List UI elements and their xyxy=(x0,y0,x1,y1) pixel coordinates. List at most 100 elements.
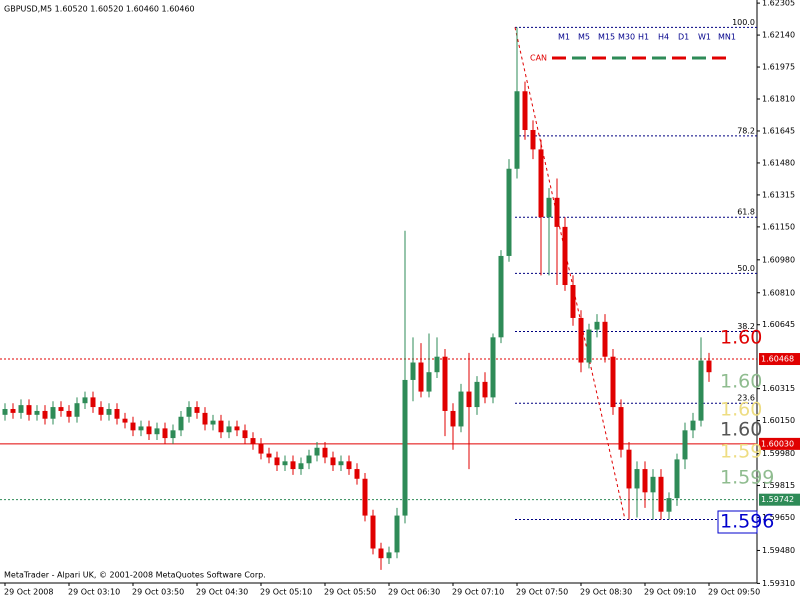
candle-body xyxy=(282,461,288,466)
candle-body xyxy=(618,407,624,450)
candle-body xyxy=(370,515,376,549)
y-tick-label: 1.59815 xyxy=(762,481,795,490)
candle-body xyxy=(442,356,448,411)
candle-body xyxy=(66,410,72,417)
timeframe-label: M15 xyxy=(598,33,615,42)
candle-body xyxy=(2,409,8,415)
candle-body xyxy=(74,403,80,417)
candle-body xyxy=(194,407,200,413)
candle-body xyxy=(402,379,408,516)
candle-body xyxy=(250,438,256,444)
candle-body xyxy=(82,397,88,404)
candle-body xyxy=(434,356,440,373)
level-label: 1.596 xyxy=(720,511,774,533)
candle-body xyxy=(362,478,368,516)
timeframe-label: D1 xyxy=(678,33,689,42)
candle-body xyxy=(530,130,536,150)
candle-body xyxy=(538,149,544,218)
candle-body xyxy=(514,91,520,169)
candle-body xyxy=(626,449,632,489)
candle-body xyxy=(498,255,504,338)
candle-body xyxy=(234,426,240,431)
candle-body xyxy=(338,461,344,466)
y-tick-label: 1.60980 xyxy=(762,255,795,264)
y-tick-label: 1.62140 xyxy=(762,31,795,40)
candle-body xyxy=(50,407,56,419)
y-tick-label: 1.61150 xyxy=(762,222,795,231)
y-tick-label: 1.60645 xyxy=(762,320,795,329)
candle-body xyxy=(90,397,96,408)
chart-header: GBPUSD,M5 1.60520 1.60520 1.60460 1.6046… xyxy=(4,5,195,14)
candle-body xyxy=(210,420,216,425)
price-tag xyxy=(759,437,800,450)
candle-body xyxy=(130,422,136,431)
y-tick-label: 1.61315 xyxy=(762,190,795,199)
candle-body xyxy=(394,515,400,553)
y-tick-label: 1.60810 xyxy=(762,288,795,297)
x-tick-label: 29 Oct 05:10 xyxy=(260,588,312,597)
candle-body xyxy=(274,457,280,466)
candle-body xyxy=(450,410,456,427)
timeframe-label: MN1 xyxy=(718,33,736,42)
candle-body xyxy=(58,407,64,411)
candle-body xyxy=(34,410,40,415)
x-tick-label: 29 Oct 04:30 xyxy=(196,588,248,597)
candle-body xyxy=(666,498,672,512)
candle-body xyxy=(18,405,24,413)
candle-body xyxy=(594,321,600,330)
footer: MetaTrader - Alpari UK, © 2001-2008 Meta… xyxy=(4,571,266,580)
candle-body xyxy=(178,416,184,431)
level-label: 1.60 xyxy=(720,399,762,421)
x-tick-label: 29 Oct 06:30 xyxy=(388,588,440,597)
candle-body xyxy=(562,226,568,286)
x-tick-label: 29 Oct 07:10 xyxy=(452,588,504,597)
candle-body xyxy=(42,410,48,419)
signal-label: CAN xyxy=(530,54,547,63)
candle-body xyxy=(578,317,584,363)
level-label: 1.59 xyxy=(720,441,762,463)
fib-label: 23.6 xyxy=(737,394,755,403)
y-tick-label: 1.61480 xyxy=(762,158,795,167)
candle-body xyxy=(314,447,320,456)
candle-body xyxy=(266,453,272,458)
candle-body xyxy=(122,418,128,423)
x-tick-label: 29 Oct 09:50 xyxy=(708,588,760,597)
candle-body xyxy=(522,91,528,131)
candle-body xyxy=(106,409,112,415)
candle-body xyxy=(258,443,264,454)
candle-body xyxy=(242,430,248,439)
candle-body xyxy=(706,360,712,373)
candle-body xyxy=(546,197,552,218)
candle-body xyxy=(170,430,176,439)
candle-body xyxy=(322,447,328,458)
candle-body xyxy=(698,360,704,421)
candle-body xyxy=(458,391,464,427)
candle-body xyxy=(482,381,488,398)
candle-body xyxy=(642,469,648,493)
candle-body xyxy=(154,428,160,435)
y-tick-label: 1.59310 xyxy=(762,579,795,588)
candle-body xyxy=(354,469,360,479)
candle-body xyxy=(114,409,120,419)
candle-body xyxy=(410,362,416,380)
y-tick-label: 1.59650 xyxy=(762,513,795,522)
level-label: 1.60 xyxy=(720,419,762,441)
candle-body xyxy=(602,321,608,357)
candle-body xyxy=(10,409,16,413)
timeframe-label: M30 xyxy=(618,33,635,42)
candle-body xyxy=(674,459,680,499)
candle-body xyxy=(26,405,32,415)
fib-label: 78.2 xyxy=(737,126,755,135)
candle-body xyxy=(186,407,192,417)
candle-body xyxy=(474,381,480,408)
candle-body xyxy=(658,476,664,512)
candle-body xyxy=(290,461,296,470)
candle-body xyxy=(202,412,208,425)
timeframe-label: H1 xyxy=(638,33,649,42)
candle-body xyxy=(690,420,696,431)
timeframe-label: M1 xyxy=(558,33,570,42)
price-tag-label: 1.60468 xyxy=(761,355,794,364)
candle-body xyxy=(426,372,432,392)
